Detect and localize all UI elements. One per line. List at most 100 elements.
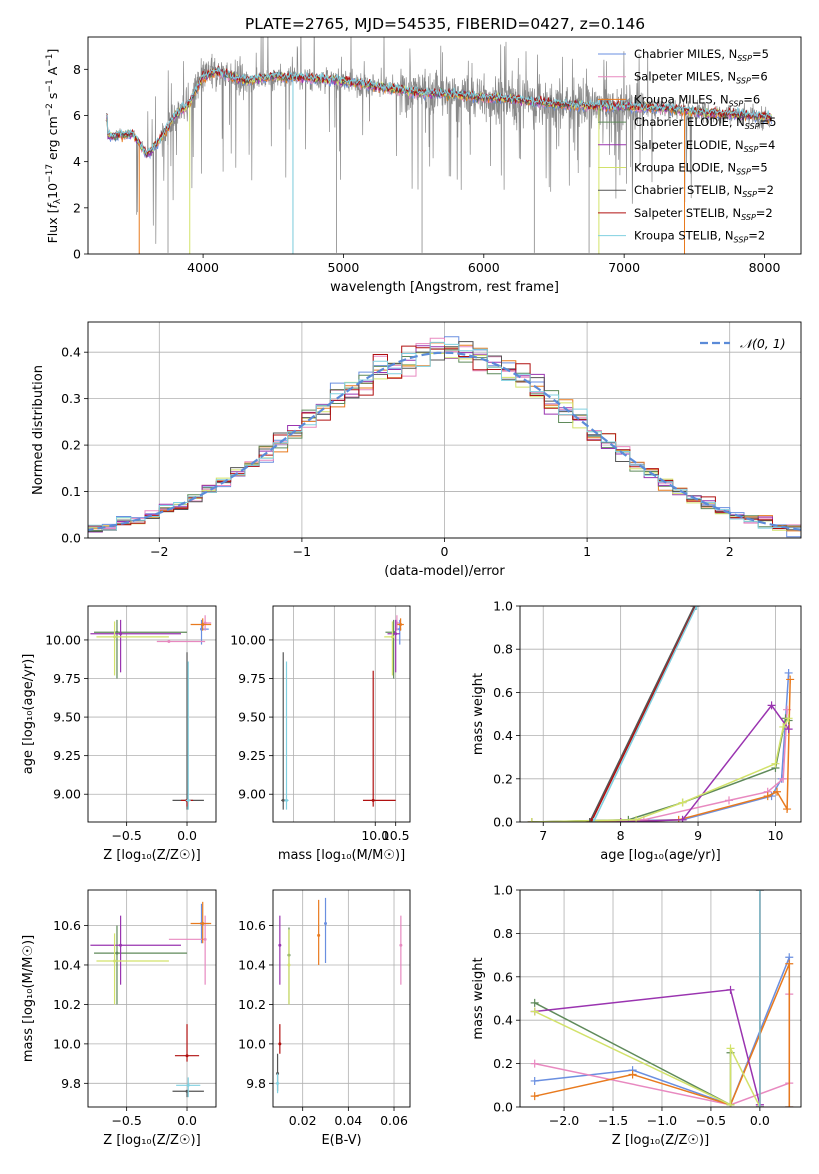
data-point bbox=[371, 798, 375, 802]
weight-marker bbox=[779, 722, 788, 731]
data-point bbox=[115, 630, 119, 634]
data-point bbox=[276, 1081, 280, 1085]
axes-frame bbox=[519, 889, 802, 1108]
axes-frame bbox=[519, 605, 802, 823]
plot-area bbox=[530, 890, 794, 1107]
x-tick-label: 7000 bbox=[608, 260, 640, 275]
data-point bbox=[284, 798, 288, 802]
weight-marker bbox=[786, 675, 795, 684]
axes-frame bbox=[87, 36, 802, 255]
weight-marker bbox=[527, 818, 536, 822]
y-tick-label: 0.2 bbox=[493, 771, 513, 786]
y-tick-label: 0.4 bbox=[493, 1013, 513, 1028]
y-tick-label: 10.4 bbox=[53, 957, 81, 972]
y-tick-label: 10.0 bbox=[238, 1036, 266, 1051]
axes-frame bbox=[87, 605, 217, 823]
x-tick-label: −2 bbox=[150, 544, 168, 559]
plot-area bbox=[281, 615, 404, 810]
weight-marker bbox=[779, 774, 788, 783]
weight-marker bbox=[771, 759, 780, 768]
axes-frame bbox=[87, 889, 217, 1108]
legend-label: Chabrier ELODIE, NSSP=5 bbox=[634, 115, 776, 131]
weight-line-kroupa-elodie bbox=[531, 717, 790, 822]
y-tick-label: 10.00 bbox=[230, 632, 266, 647]
y-tick-label: 10.00 bbox=[45, 632, 81, 647]
data-point bbox=[119, 632, 123, 636]
y-tick-label: 0.4 bbox=[493, 728, 513, 743]
x-axis-label: Z [log₁₀(Z/Z☉)] bbox=[612, 1133, 709, 1148]
x-tick-label: 7 bbox=[539, 828, 547, 843]
legend-label: Salpeter MILES, NSSP=6 bbox=[634, 70, 768, 86]
x-tick-label: −1.5 bbox=[598, 1113, 628, 1128]
data-point bbox=[113, 959, 117, 963]
weight-marker bbox=[628, 1070, 637, 1079]
y-tick-label: 9.50 bbox=[53, 710, 81, 725]
plot-area bbox=[276, 897, 403, 1094]
y-tick-label: 0.2 bbox=[61, 438, 81, 453]
y-tick-label: 10.2 bbox=[53, 997, 81, 1012]
x-axis-label: wavelength [Angstrom, rest frame] bbox=[330, 280, 559, 295]
x-axis-label: E(B-V) bbox=[321, 1133, 361, 1148]
y-axis-label: mass weight bbox=[471, 957, 486, 1039]
weight-marker bbox=[785, 1103, 794, 1107]
legend: Chabrier MILES, NSSP=5 Salpeter MILES, NS… bbox=[598, 47, 776, 245]
data-point bbox=[287, 963, 291, 967]
y-tick-label: 0.6 bbox=[493, 969, 513, 984]
data-point bbox=[390, 635, 394, 639]
x-tick-label: −0.5 bbox=[696, 1113, 726, 1128]
histogram-kroupa-stelib bbox=[88, 341, 801, 531]
x-tick-label: 10.0 bbox=[361, 828, 389, 843]
y-tick-label: 0.0 bbox=[61, 531, 81, 546]
y-tick-label: 10.0 bbox=[53, 1036, 81, 1051]
weight-line-salpeter-elodie bbox=[620, 704, 790, 822]
axes-age-vs-Z: 9.00 9.25 9.50 9.75 10.00 −0.5 0.0 Z [log₁₀(Z/Z… bbox=[21, 605, 217, 863]
y-axis-label: Flux [fλ10−17 erg cm−2 s−1 A−1] bbox=[45, 49, 63, 244]
weight-marker bbox=[726, 1100, 735, 1107]
plot-area bbox=[527, 606, 795, 822]
x-tick-label: −0.5 bbox=[111, 828, 141, 843]
axes-mass-vs-EBV: 9.8 10.0 10.2 10.4 10.6 0.02 0.04 0.06 E(B-V) bbox=[238, 889, 411, 1148]
weight-marker bbox=[587, 818, 596, 822]
plot-area bbox=[105, 37, 772, 254]
x-tick-label: 1 bbox=[583, 544, 591, 559]
y-tick-label: 10.6 bbox=[238, 918, 266, 933]
weight-marker bbox=[785, 959, 794, 968]
legend-label: Chabrier STELIB, NSSP=2 bbox=[634, 183, 774, 199]
axes-massweight-vs-age: 0.0 0.2 0.4 0.6 0.8 1.0 7 8 9 10 age [log₁₀(age/yr… bbox=[471, 599, 802, 863]
x-tick-label: 5000 bbox=[328, 260, 360, 275]
weight-marker bbox=[755, 1103, 764, 1107]
spectrum-model-chabrier-stelib bbox=[105, 67, 772, 158]
y-tick-label: 1.0 bbox=[493, 883, 513, 898]
y-tick-label: 9.50 bbox=[238, 710, 266, 725]
x-axis-label: mass [log₁₀(M/M☉)] bbox=[278, 848, 405, 863]
y-tick-label: 9.75 bbox=[53, 671, 81, 686]
data-point bbox=[399, 623, 403, 627]
x-tick-label: 10 bbox=[768, 828, 784, 843]
x-axis-label: age [log₁₀(age/yr)] bbox=[600, 848, 721, 863]
weight-marker bbox=[585, 818, 594, 822]
y-tick-label: 0 bbox=[73, 247, 81, 262]
data-point bbox=[324, 922, 328, 926]
y-tick-label: 0.0 bbox=[493, 815, 513, 830]
weight-line-kroupa-elodie bbox=[534, 1010, 761, 1107]
x-tick-label: −2.0 bbox=[549, 1113, 579, 1128]
weight-line-salpeter-miles bbox=[531, 709, 788, 822]
y-tick-label: 9.00 bbox=[238, 787, 266, 802]
data-point bbox=[186, 1083, 190, 1087]
weight-line-kroupa-stelib bbox=[592, 606, 698, 822]
y-tick-label: 10.6 bbox=[53, 918, 81, 933]
data-point bbox=[185, 1054, 189, 1058]
weight-marker bbox=[530, 1007, 539, 1016]
plot-area bbox=[90, 901, 212, 1098]
data-point bbox=[203, 621, 207, 625]
data-point bbox=[167, 639, 171, 643]
data-point bbox=[278, 943, 282, 947]
y-tick-label: 9.75 bbox=[238, 671, 266, 686]
x-tick-label: 0.0 bbox=[750, 1113, 770, 1128]
x-tick-label: 2 bbox=[726, 544, 734, 559]
legend-label: Kroupa STELIB, NSSP=2 bbox=[634, 229, 765, 245]
weight-marker bbox=[725, 796, 734, 805]
y-tick-label: 0.4 bbox=[61, 345, 81, 360]
